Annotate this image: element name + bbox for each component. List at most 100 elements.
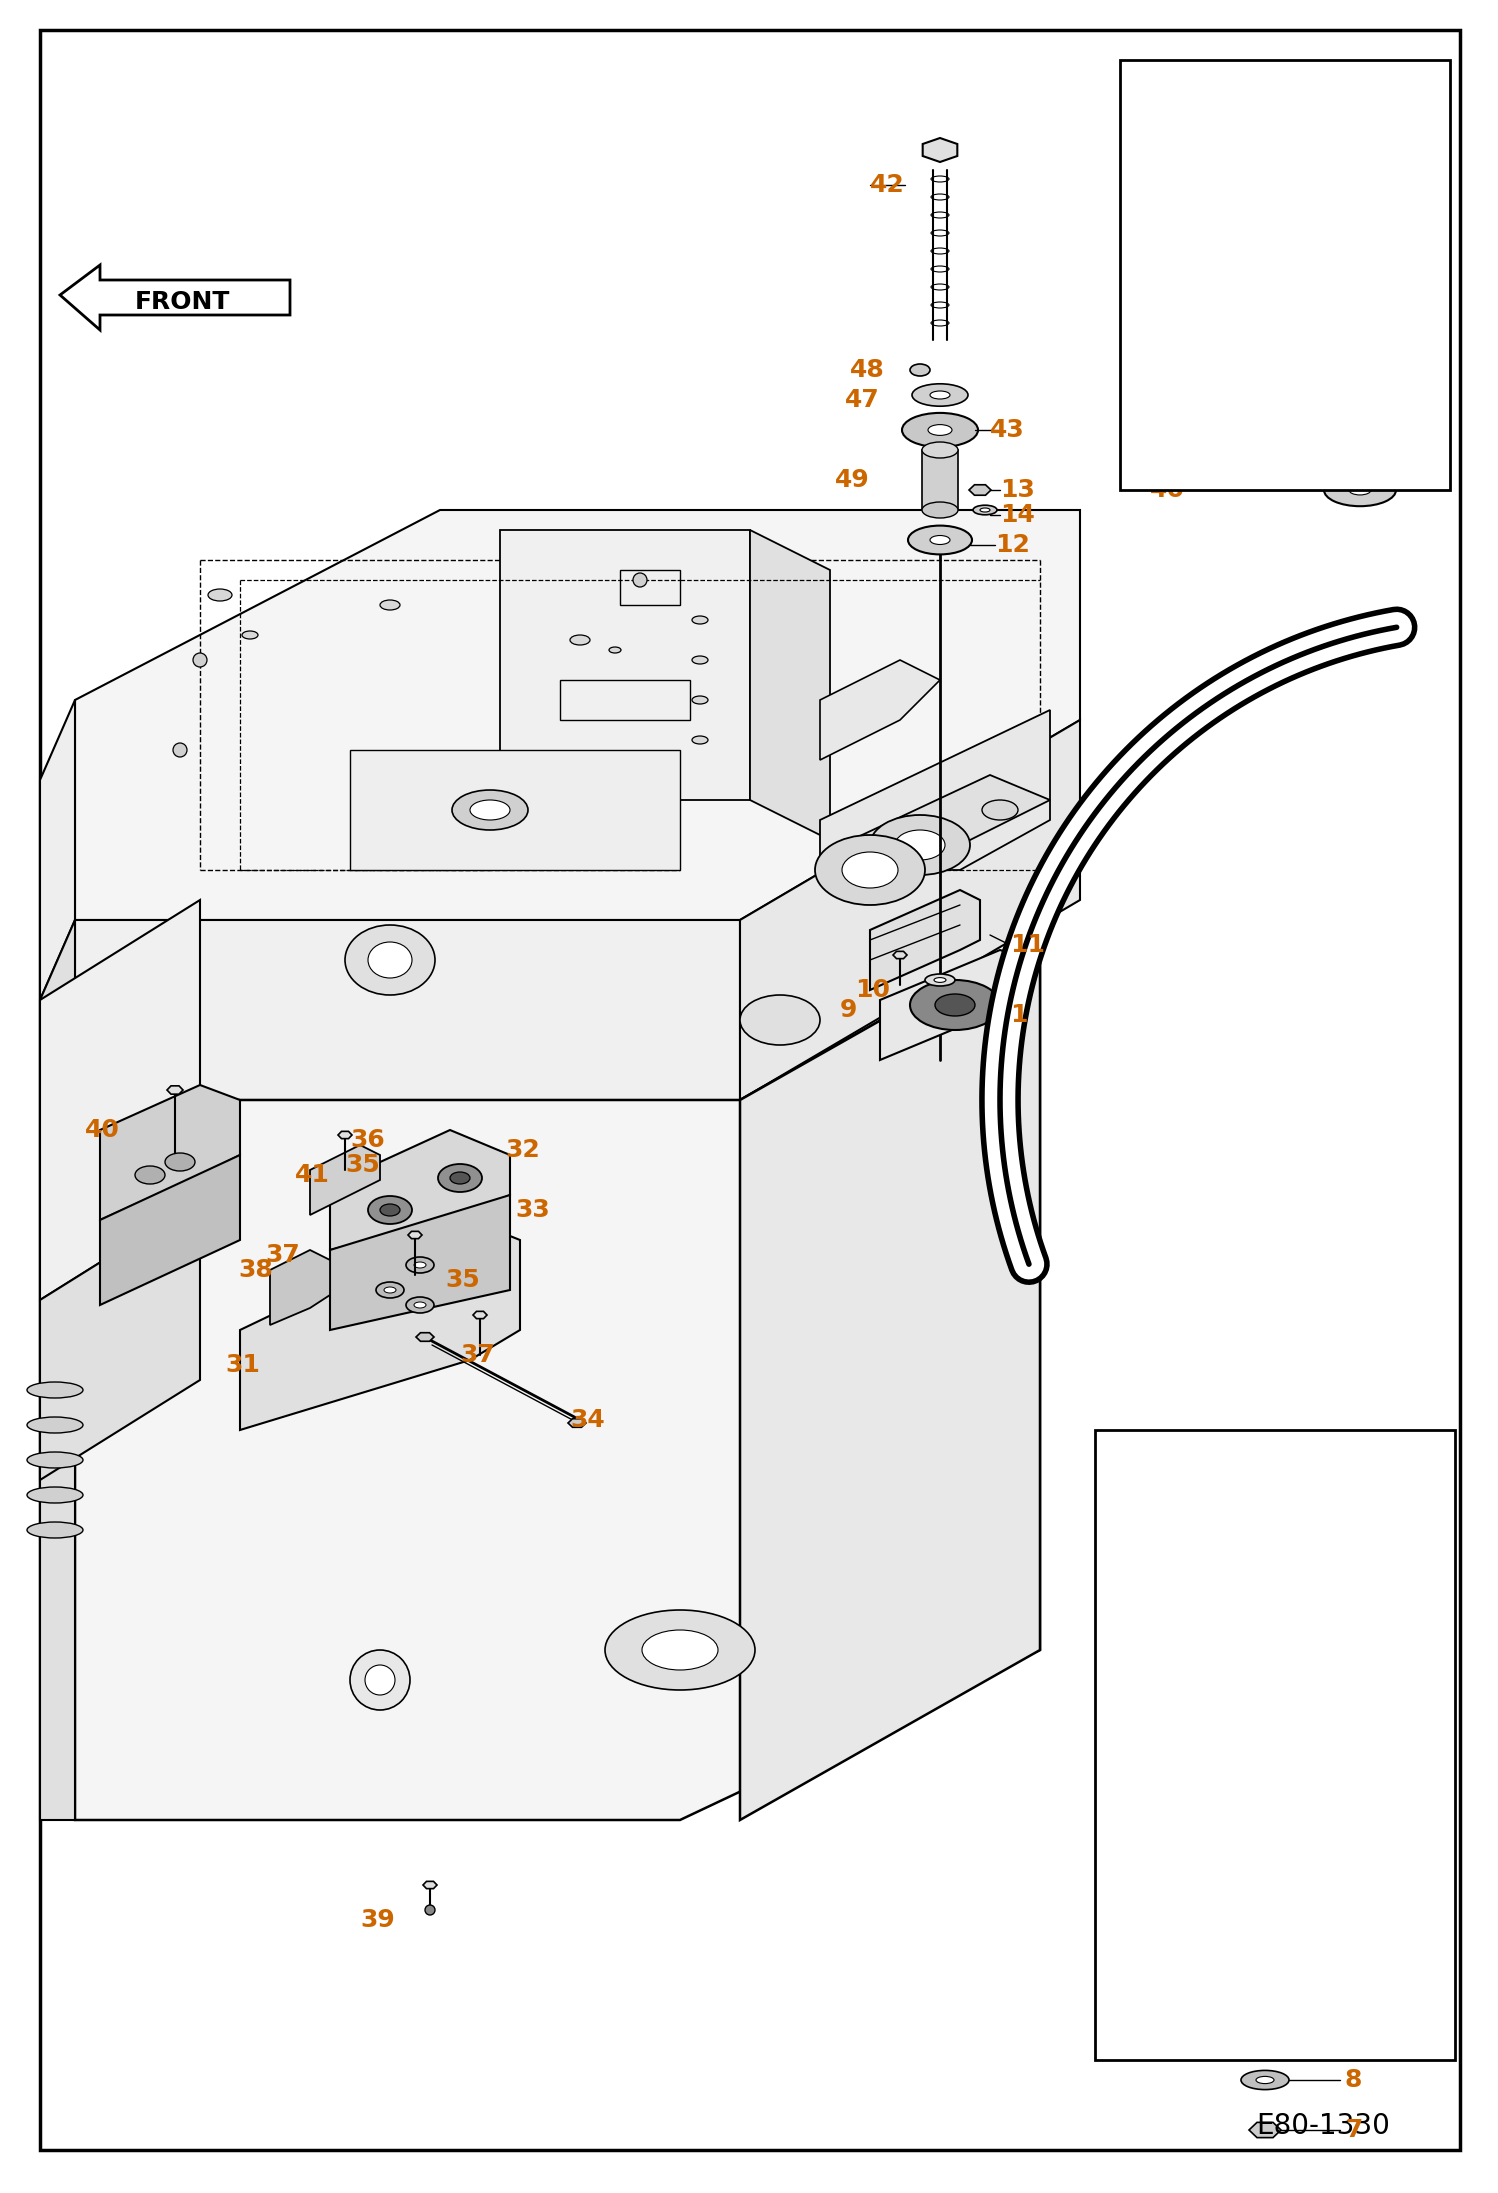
Ellipse shape: [27, 1417, 82, 1432]
Polygon shape: [870, 890, 980, 989]
Text: 12: 12: [995, 533, 1031, 557]
Text: 10: 10: [855, 978, 890, 1002]
Ellipse shape: [369, 943, 412, 978]
Text: E80-1330: E80-1330: [1257, 2112, 1390, 2140]
Ellipse shape: [376, 1283, 404, 1298]
Text: 35: 35: [345, 1154, 380, 1178]
Ellipse shape: [413, 1261, 425, 1268]
Ellipse shape: [921, 443, 959, 458]
Polygon shape: [100, 1156, 240, 1305]
Polygon shape: [1344, 81, 1375, 103]
Text: 5: 5: [1345, 2009, 1362, 2033]
Text: 31: 31: [225, 1353, 259, 1377]
Text: 34: 34: [571, 1408, 605, 1432]
Polygon shape: [568, 1419, 586, 1428]
Circle shape: [172, 743, 187, 757]
Text: 9: 9: [840, 998, 857, 1022]
Text: 11: 11: [1010, 932, 1046, 956]
Ellipse shape: [413, 1303, 425, 1307]
Ellipse shape: [870, 816, 971, 875]
Polygon shape: [40, 1200, 201, 1480]
Ellipse shape: [692, 737, 709, 743]
Ellipse shape: [692, 656, 709, 664]
Text: 38: 38: [238, 1259, 273, 1283]
Polygon shape: [60, 265, 291, 329]
Polygon shape: [240, 1219, 520, 1430]
Text: 41: 41: [295, 1162, 330, 1186]
Ellipse shape: [974, 504, 998, 515]
Polygon shape: [500, 531, 750, 800]
Ellipse shape: [380, 601, 400, 610]
Text: 7: 7: [1345, 2118, 1362, 2143]
Bar: [1121, 59, 1450, 489]
Ellipse shape: [345, 925, 434, 996]
Ellipse shape: [27, 1487, 82, 1502]
Polygon shape: [819, 711, 1050, 871]
Polygon shape: [339, 1132, 352, 1138]
Polygon shape: [893, 952, 906, 958]
Ellipse shape: [406, 1296, 434, 1314]
Ellipse shape: [27, 1382, 82, 1397]
Ellipse shape: [470, 800, 509, 820]
Ellipse shape: [452, 789, 527, 829]
Ellipse shape: [740, 996, 819, 1046]
Text: 37: 37: [265, 1243, 300, 1268]
Ellipse shape: [909, 364, 930, 375]
Ellipse shape: [912, 384, 968, 406]
Text: FRONT: FRONT: [135, 289, 231, 314]
Ellipse shape: [1353, 272, 1368, 279]
Text: 4: 4: [1345, 1673, 1362, 1697]
Ellipse shape: [243, 632, 258, 638]
Polygon shape: [1249, 2123, 1281, 2138]
Ellipse shape: [842, 853, 897, 888]
Ellipse shape: [909, 980, 1001, 1031]
Text: 33: 33: [515, 1197, 550, 1222]
Polygon shape: [100, 1086, 240, 1219]
Text: 49: 49: [834, 467, 870, 491]
Ellipse shape: [1237, 1908, 1293, 1932]
Polygon shape: [830, 774, 1050, 875]
Polygon shape: [473, 1311, 487, 1318]
Ellipse shape: [380, 1204, 400, 1215]
Text: 6: 6: [1345, 1467, 1362, 1491]
Text: 1: 1: [1010, 1002, 1028, 1026]
Ellipse shape: [27, 1522, 82, 1537]
Ellipse shape: [983, 800, 1019, 820]
Ellipse shape: [815, 836, 924, 906]
Polygon shape: [407, 1230, 422, 1239]
Ellipse shape: [980, 509, 990, 511]
Polygon shape: [1251, 1458, 1279, 1472]
Polygon shape: [75, 921, 740, 1101]
Text: 8: 8: [1345, 2068, 1362, 2092]
Text: 2: 2: [1345, 1798, 1362, 1822]
Ellipse shape: [1255, 2077, 1273, 2083]
Ellipse shape: [27, 1452, 82, 1467]
Ellipse shape: [692, 616, 709, 625]
Circle shape: [1308, 1928, 1323, 1943]
Polygon shape: [740, 719, 1080, 1101]
Ellipse shape: [643, 1629, 718, 1671]
Text: 47: 47: [845, 388, 879, 412]
Ellipse shape: [571, 636, 590, 645]
Polygon shape: [40, 921, 75, 1820]
Ellipse shape: [605, 1610, 755, 1691]
Ellipse shape: [930, 390, 950, 399]
Ellipse shape: [935, 993, 975, 1015]
Polygon shape: [330, 1129, 509, 1250]
Polygon shape: [422, 1882, 437, 1888]
Text: 48: 48: [849, 357, 885, 382]
Ellipse shape: [924, 974, 956, 987]
Circle shape: [1258, 1939, 1272, 1952]
Ellipse shape: [437, 1164, 482, 1193]
Ellipse shape: [930, 535, 950, 544]
Polygon shape: [879, 950, 1031, 1059]
Ellipse shape: [165, 1154, 195, 1171]
Text: 43: 43: [990, 419, 1025, 443]
Bar: [1095, 1430, 1455, 2059]
Circle shape: [425, 1906, 434, 1914]
Bar: [1344, 371, 1377, 450]
Text: 46: 46: [1150, 478, 1185, 502]
Text: 40: 40: [85, 1118, 120, 1143]
Ellipse shape: [1344, 443, 1377, 456]
Polygon shape: [75, 930, 1040, 1820]
